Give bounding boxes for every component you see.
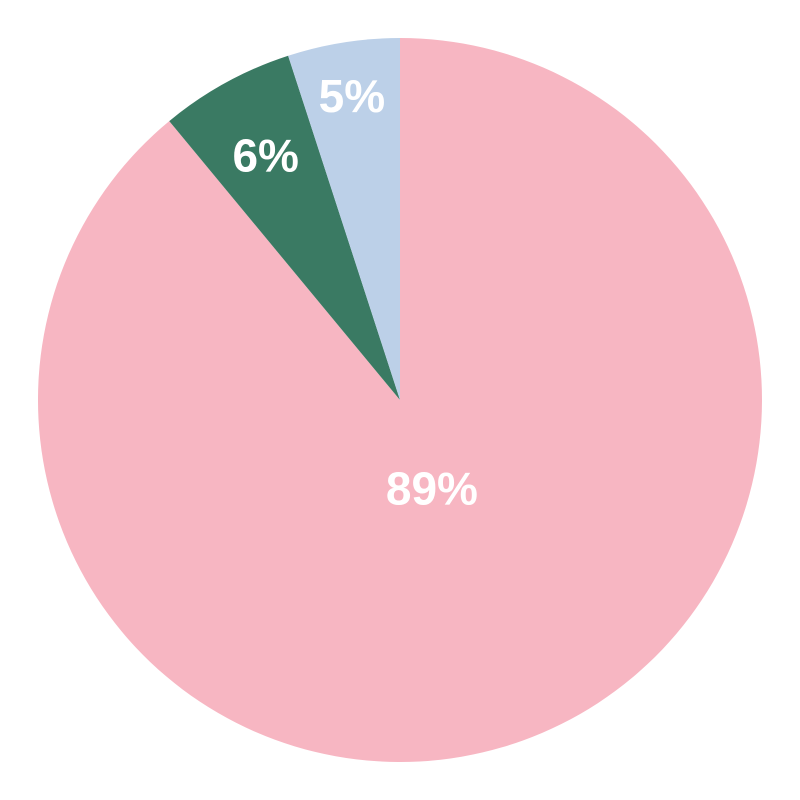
pie-labels: 89% 6% 5% — [232, 70, 477, 514]
pie-slice-2 — [169, 55, 400, 400]
pie-slice-1 — [37, 38, 762, 762]
pie-slices — [37, 38, 762, 762]
pie-slice-3 — [288, 38, 400, 400]
pie-slice-label-3: 5% — [319, 70, 385, 122]
pie-slice-label-1: 89% — [386, 463, 478, 515]
pie-slice-label-2: 6% — [232, 130, 298, 182]
